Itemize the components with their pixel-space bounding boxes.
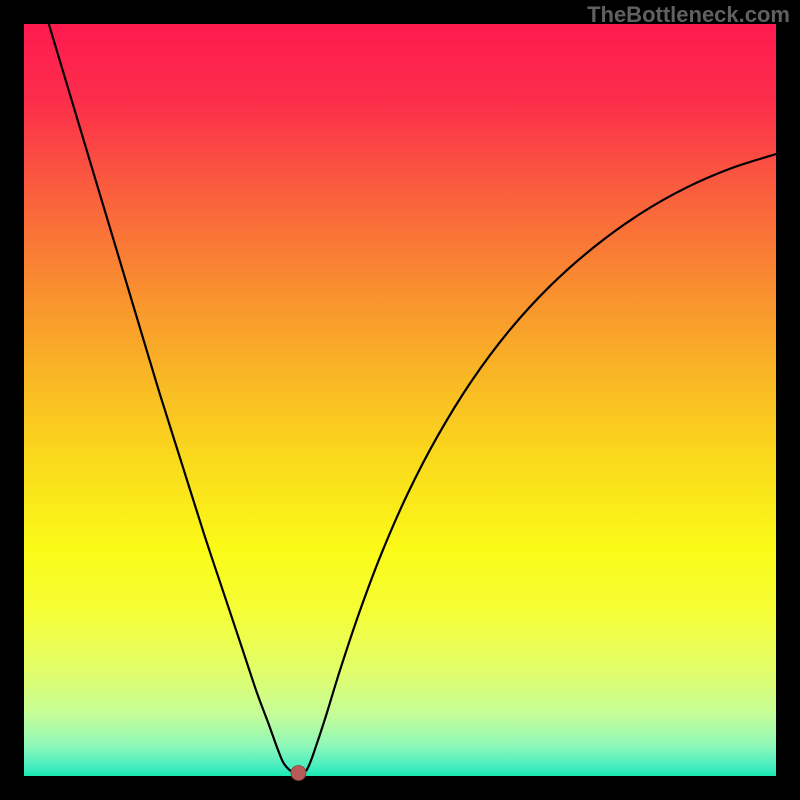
minimum-marker bbox=[291, 765, 306, 780]
bottleneck-chart-root: TheBottleneck.com bbox=[0, 0, 800, 800]
chart-svg bbox=[0, 0, 800, 800]
chart-background bbox=[24, 24, 776, 776]
watermark-text: TheBottleneck.com bbox=[587, 2, 790, 28]
